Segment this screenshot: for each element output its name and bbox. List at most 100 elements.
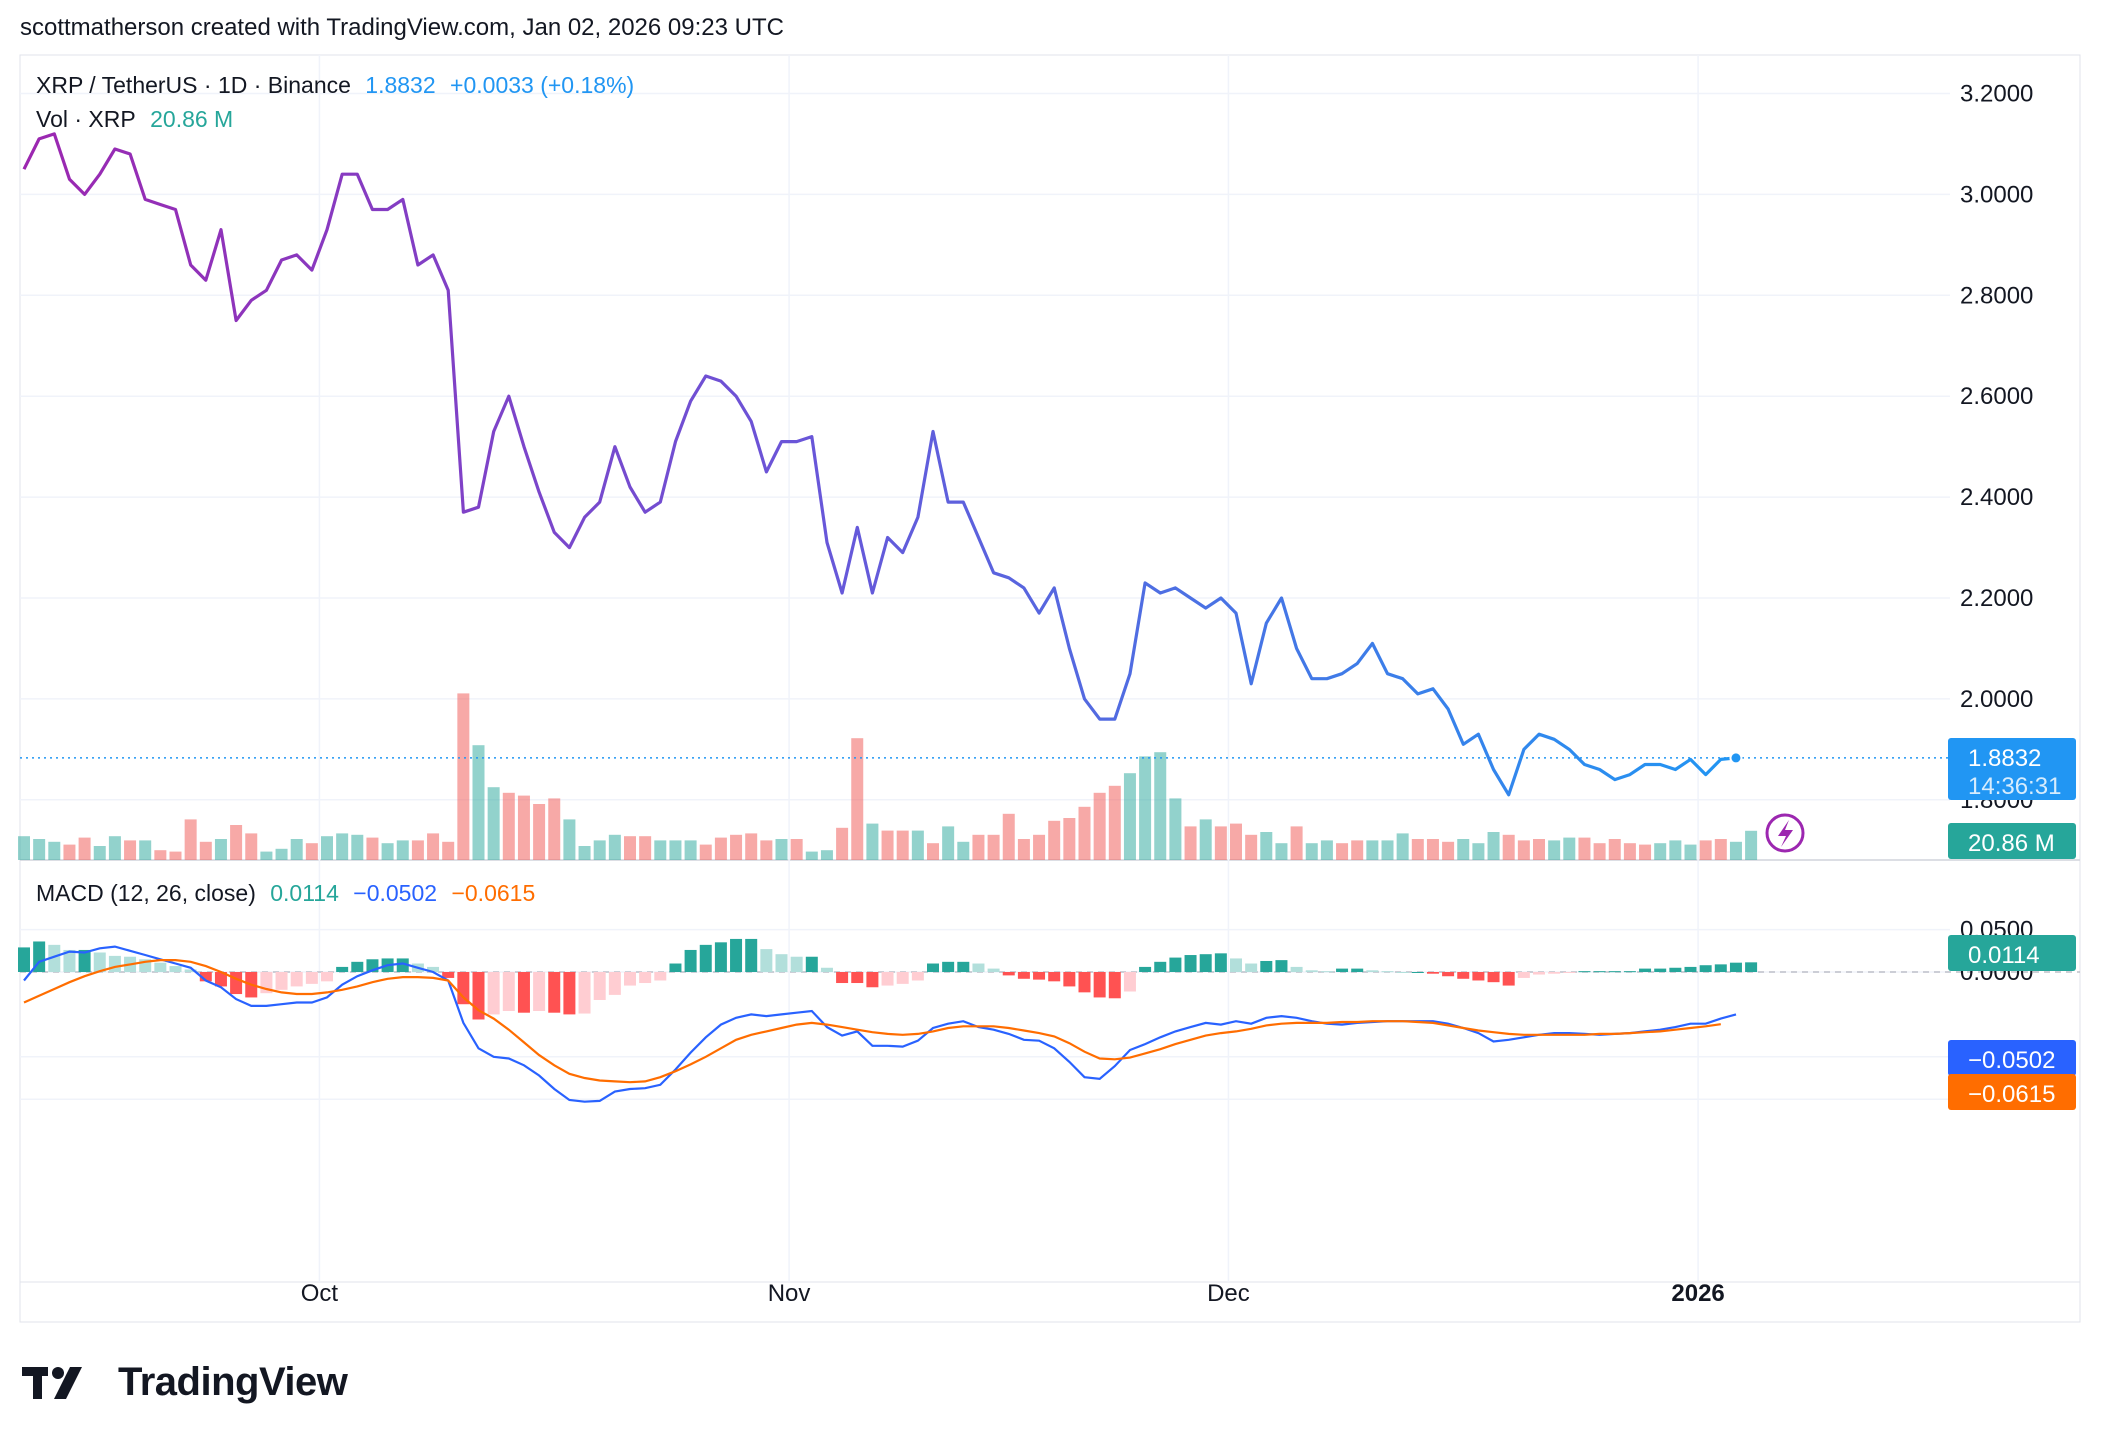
macd-hist-bar (1426, 972, 1439, 974)
last-price-dot (1729, 751, 1743, 765)
volume-bar (1654, 843, 1667, 860)
price-tick-label: 2.6000 (1960, 383, 2033, 410)
macd-hist-bar (684, 949, 697, 972)
volume-bar (1457, 839, 1470, 860)
macd-line-value: −0.0502 (353, 880, 438, 906)
macd-hist-bar (972, 963, 985, 972)
volume-bar (1275, 843, 1288, 860)
tradingview-logo[interactable]: TradingView (22, 1360, 348, 1405)
macd-label[interactable]: MACD (12, 26, close) (36, 880, 256, 906)
macd-hist-bar (63, 949, 76, 972)
volume-bar (1078, 806, 1091, 860)
volume-bar (1699, 840, 1712, 860)
volume-bar (48, 841, 61, 860)
tradingview-logo-icon (22, 1366, 82, 1399)
macd-hist-bar (502, 972, 515, 1012)
macd-hist-bar (1230, 958, 1242, 972)
volume-bar (972, 834, 985, 860)
volume-bar (1442, 841, 1455, 860)
volume-bar (1199, 819, 1212, 860)
macd-hist-bar (699, 944, 712, 972)
last-price-tag-text: 14:36:31 (1968, 773, 2061, 800)
macd-hist-bar (1336, 968, 1349, 972)
volume-bar (790, 839, 803, 860)
volume-bar (1623, 843, 1636, 860)
volume-bar (1305, 843, 1318, 860)
macd-hist-value: 0.0114 (270, 880, 339, 906)
macd-hist-bar (199, 972, 212, 982)
volume-bar (396, 840, 409, 860)
macd-signal-tag (1948, 1074, 2076, 1110)
macd-hist-bar (881, 972, 894, 986)
volume-bar (184, 819, 197, 860)
volume-bar (245, 833, 258, 860)
macd-hist-bar (654, 972, 667, 981)
macd-hist-bar (154, 962, 167, 972)
price-tick-label: 3.2000 (1960, 81, 2033, 108)
macd-hist-bar (957, 961, 970, 972)
macd-hist-bar (1002, 972, 1015, 976)
price-tick-label: 3.0000 (1960, 181, 2033, 208)
volume-bar (1093, 792, 1106, 860)
macd-hist-bar (487, 972, 500, 1015)
macd-histogram (18, 938, 1758, 1020)
macd-hist-bar (1714, 964, 1727, 972)
volume-bar (866, 823, 879, 860)
volume-bar (1426, 839, 1439, 860)
volume-bar (108, 836, 121, 860)
macd-hist-bar (275, 972, 288, 990)
volume-bar (775, 839, 788, 860)
volume-bar (33, 839, 46, 860)
volume-bar (1366, 840, 1379, 860)
volume-bar (411, 840, 424, 860)
volume-bar (1230, 823, 1242, 860)
macd-hist-bar (911, 972, 924, 981)
macd-hist-tag (1948, 935, 2076, 971)
macd-hist-bar (93, 952, 106, 972)
last-price-tag (1948, 738, 2076, 800)
volume-bar (684, 840, 697, 860)
macd-hist-bar (1639, 968, 1652, 972)
volume-bar (1290, 826, 1303, 860)
macd-hist-bar (669, 963, 682, 972)
symbol-title[interactable]: XRP / TetherUS · 1D · Binance (36, 72, 351, 98)
macd-line-tag-text: −0.0502 (1968, 1047, 2055, 1074)
macd-hist-bar (1169, 957, 1182, 972)
macd-hist-bar (1154, 961, 1167, 972)
macd-hist-bar (820, 967, 833, 972)
volume-bar (1472, 843, 1485, 860)
macd-signal-value: −0.0615 (451, 880, 536, 906)
volume-bar (457, 693, 470, 860)
volume-bar (593, 840, 606, 860)
volume-bar (1593, 843, 1606, 860)
price-series-line (22, 132, 1737, 797)
macd-hist-bar (169, 966, 182, 972)
macd-hist-bar (1123, 972, 1136, 992)
macd-hist-bar (1245, 963, 1258, 972)
volume-bar (63, 844, 76, 860)
volume-bar (169, 851, 182, 860)
volume-bar (1381, 840, 1394, 860)
macd-hist-bar (214, 972, 227, 987)
volume-label[interactable]: Vol · XRP (36, 106, 136, 132)
macd-hist-bar (1396, 972, 1409, 973)
macd-hist-bar (745, 938, 758, 972)
macd-hist-bar (624, 972, 636, 986)
macd-hist-bar (1017, 972, 1030, 979)
volume-bar (1184, 826, 1197, 860)
macd-hist-bar (1290, 966, 1303, 972)
volume-bar (1548, 840, 1561, 860)
volume-bar (639, 836, 652, 860)
volume-bar (1336, 843, 1349, 860)
macd-hist-bar (1487, 972, 1500, 983)
volume-bar (760, 840, 773, 860)
macd-hist-bar (1684, 966, 1697, 972)
macd-hist-bar (1366, 970, 1379, 972)
macd-hist-bar (18, 947, 30, 972)
macd-hist-bar (1184, 955, 1197, 972)
volume-bar (1684, 844, 1697, 860)
volume-bar (199, 841, 212, 860)
macd-hist-bar (1533, 972, 1545, 975)
macd-hist-bar (533, 972, 546, 1012)
